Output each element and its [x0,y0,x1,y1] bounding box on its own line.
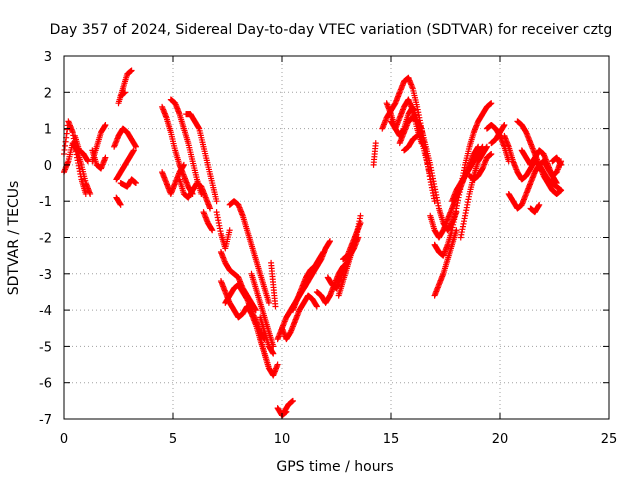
series-seg5 [89,147,109,172]
plus-marker [289,397,296,404]
plus-marker [274,361,281,368]
plus-marker [117,201,124,208]
y-tick-label: -6 [39,377,52,392]
plus-marker [558,187,565,194]
series-seg7 [113,147,137,183]
plus-marker [357,219,364,226]
x-tick-label: 25 [601,432,618,447]
series-seg53 [514,118,565,197]
series-seg10 [117,176,139,190]
x-tick-label: 0 [60,432,68,447]
plus-marker [418,140,425,147]
series-seg6 [111,125,139,150]
plus-marker [283,408,290,415]
plus-marker [553,180,560,187]
plus-marker [483,143,490,150]
plus-marker [357,212,364,219]
plus-marker [326,238,333,245]
series-seg11 [117,89,129,99]
y-tick-label: 1 [44,123,52,138]
chart-title: Day 357 of 2024, Sidereal Day-to-day VTE… [50,22,613,38]
y-tick-label: -1 [39,195,52,210]
series-seg24 [257,314,277,357]
plus-marker [431,198,438,205]
data-points [61,67,565,419]
x-axis-label: GPS time / hours [276,459,393,475]
series-seg26 [268,259,279,310]
plus-marker [180,161,187,168]
y-tick-label: 2 [44,86,52,101]
plus-marker [414,132,421,139]
series-seg28 [279,292,320,343]
series-seg37 [370,140,379,168]
series-seg9 [113,194,124,208]
y-axis-label: SDTVAR / TECUs [6,181,22,296]
plus-marker [207,205,214,212]
series-seg16 [183,111,220,205]
plus-marker [488,100,495,107]
plus-marker [130,147,137,154]
series-seg15 [176,176,214,212]
plus-marker [122,89,129,96]
plus-marker [209,227,216,234]
plus-marker [372,140,379,147]
series-seg42 [401,132,421,154]
plus-marker [272,303,279,310]
series-seg50 [488,121,508,147]
series-seg48 [466,151,495,183]
series-seg41 [396,114,460,234]
series-seg22 [226,198,272,306]
plus-marker [213,198,220,205]
plus-marker [313,303,320,310]
series-seg17 [200,209,216,234]
plus-marker [488,151,495,158]
plus-marker [453,227,460,234]
axis-ticks: 0 5 10 15 20 25 -7 -6 -5 -4 -3 -2 -1 0 1 2 3 [39,50,617,447]
series-seg14 [159,161,187,197]
plus-marker [102,154,109,161]
series-seg3 [71,132,91,165]
series-seg18 [213,209,233,252]
plus-marker [558,161,565,168]
series-seg45 [431,227,460,299]
y-tick-label: -2 [39,232,52,247]
y-tick-label: -4 [39,304,52,319]
plus-marker [501,121,508,128]
series-seg40 [388,96,425,147]
y-tick-label: -3 [39,268,52,283]
series-seg21 [222,281,268,343]
series-seg46 [449,143,486,205]
y-tick-label: 0 [44,159,52,174]
plus-marker [226,227,233,234]
plus-marker [265,299,272,306]
plus-marker [102,121,109,128]
series-seg36 [274,405,290,419]
series-seg55 [527,201,543,216]
series-seg56 [549,154,565,168]
x-tick-label: 10 [274,432,291,447]
plus-marker [87,190,94,197]
x-tick-label: 20 [492,432,509,447]
y-tick-label: -7 [39,413,52,428]
series-seg13 [167,96,205,197]
plus-marker [270,350,277,357]
series-seg25 [257,336,281,379]
plus-marker [128,67,135,74]
x-tick-label: 5 [169,432,177,447]
x-tick-label: 15 [383,432,400,447]
y-tick-label: 3 [44,50,52,65]
plus-marker [132,180,139,187]
plus-marker [132,143,139,150]
series-seg33 [335,212,364,299]
plus-marker [536,201,543,208]
series-seg34 [340,219,364,263]
y-tick-label: -5 [39,340,52,355]
series-seg30 [300,238,333,292]
